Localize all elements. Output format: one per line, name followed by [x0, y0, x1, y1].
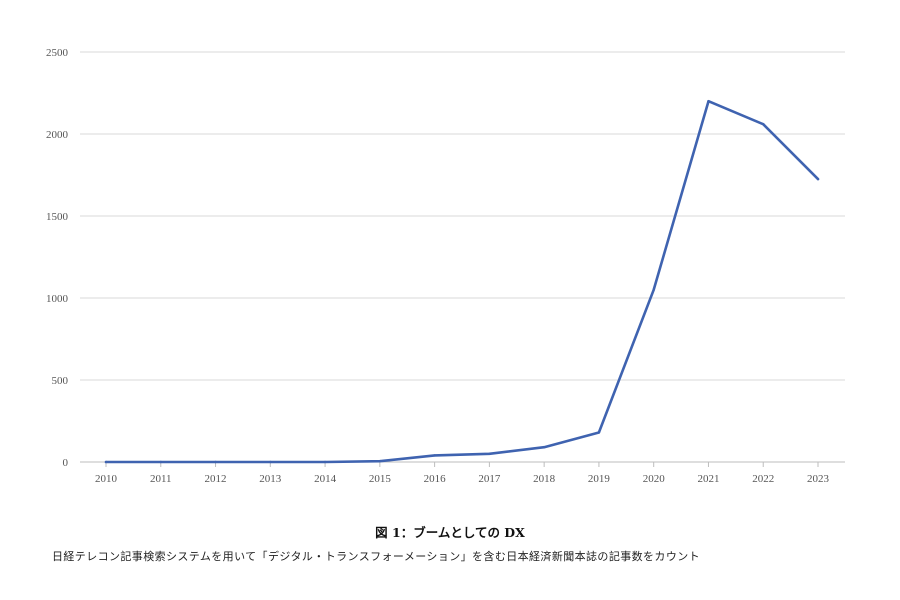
figure-caption: 図 1：ブームとしての DX [375, 525, 525, 540]
x-tick-label-2014: 2014 [314, 473, 337, 485]
line-chart: 0 500 1000 1500 2000 2500 2010 2011 2012 2013 2014… [46, 47, 845, 485]
tick-labels: 0 500 1000 1500 2000 2500 2010 2011 2012 2013 2014… [46, 47, 830, 485]
y-tick-label-0: 0 [63, 457, 69, 469]
y-tick-label-1500: 1500 [46, 211, 69, 223]
data-point-2010 [104, 460, 108, 464]
series-layer [104, 99, 820, 464]
x-tick-label-2011: 2011 [150, 473, 172, 485]
x-tick-label-2017: 2017 [478, 473, 501, 485]
data-point-2018 [542, 446, 546, 449]
data-point-2023 [816, 177, 820, 181]
data-point-2019 [597, 431, 601, 434]
data-point-2021 [707, 100, 710, 103]
y-tick-label-2500: 2500 [46, 47, 69, 59]
data-point-2014 [323, 460, 327, 464]
data-point-2022 [762, 122, 765, 126]
x-tick-label-2019: 2019 [588, 473, 611, 485]
x-tick-label-2018: 2018 [533, 473, 556, 485]
x-tick-label-2022: 2022 [752, 473, 774, 485]
x-tick-label-2012: 2012 [205, 473, 227, 485]
data-point-2015 [378, 459, 382, 463]
data-point-2012 [214, 460, 217, 464]
x-tick-label-2023: 2023 [807, 473, 830, 485]
x-tick-label-2016: 2016 [424, 473, 447, 485]
y-tick-label-500: 500 [52, 375, 69, 387]
data-point-2017 [488, 452, 491, 455]
data-point-2011 [159, 460, 162, 464]
y-tick-label-2000: 2000 [46, 129, 69, 141]
x-tick-label-2015: 2015 [369, 473, 392, 485]
figure-note: 日経テレコン記事検索システムを用いて「デジタル・トランスフォーメーション」を含む… [52, 550, 701, 563]
series-line-0 [104, 99, 820, 464]
x-tick-label-2010: 2010 [95, 473, 118, 485]
data-point-2016 [433, 454, 436, 457]
x-tick-label-2013: 2013 [259, 473, 282, 485]
x-tick-label-2020: 2020 [643, 473, 666, 485]
y-tick-label-1000: 1000 [46, 293, 69, 305]
data-point-2013 [269, 460, 272, 464]
data-point-2020 [652, 288, 655, 291]
x-tick-label-2021: 2021 [697, 473, 719, 485]
gridlines [80, 51, 845, 381]
